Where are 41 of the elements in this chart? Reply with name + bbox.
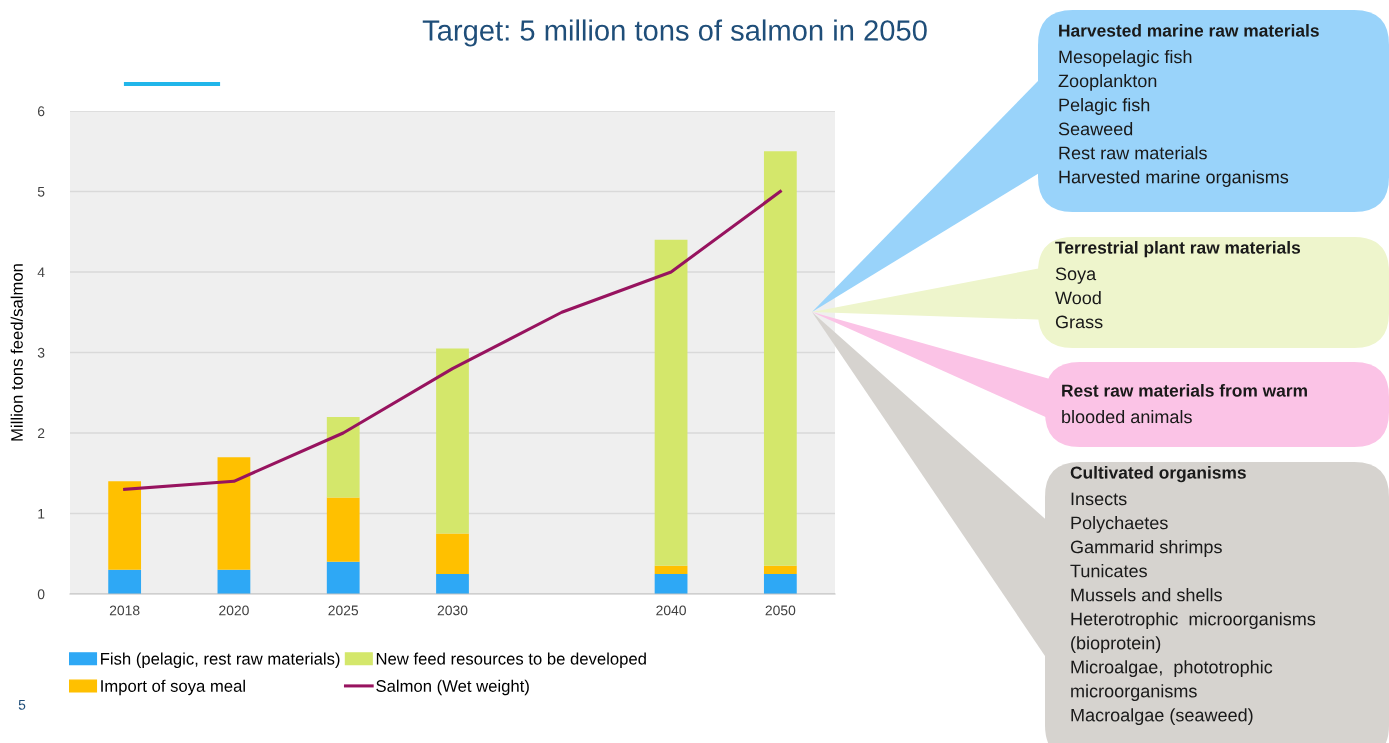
x-tick-label: 2025 bbox=[328, 605, 359, 616]
y-tick-label: 1 bbox=[38, 508, 45, 519]
text: 5 bbox=[18, 700, 26, 710]
legend-label: Import of soya meal bbox=[101, 679, 245, 696]
legend-label: Salmon (Wet weight) bbox=[376, 679, 529, 696]
line-series bbox=[123, 189, 782, 491]
chart-title: Target: 5 million tons of salmon in 2050 bbox=[422, 19, 927, 47]
x-tick-label: 2050 bbox=[765, 605, 796, 616]
bar bbox=[763, 565, 797, 574]
text: Harvested marine raw materials Mesopelagic fish Zooplankton Pelagic fish Seaweed Rest raw materials Harvested marine organisms bbox=[1058, 24, 1319, 187]
bar bbox=[436, 348, 469, 534]
bar bbox=[436, 573, 469, 594]
y-tick-label: 3 bbox=[37, 347, 45, 358]
x-tick-label: 2018 bbox=[109, 605, 140, 616]
bar bbox=[326, 416, 360, 498]
bar bbox=[217, 569, 251, 594]
bar bbox=[654, 239, 688, 566]
y-tick-label: 0 bbox=[37, 589, 45, 600]
bar bbox=[326, 497, 360, 562]
legend-label: New feed resources to be developed bbox=[376, 652, 646, 669]
y-tick-label: 4 bbox=[37, 267, 45, 278]
text: Terrestrial plant raw materials Soya Wood Grass bbox=[1055, 241, 1301, 329]
bar bbox=[436, 533, 469, 574]
bar bbox=[763, 151, 797, 566]
bar bbox=[326, 561, 360, 594]
bar bbox=[763, 573, 797, 594]
legend-label: Fish (pelagic, rest raw materials) bbox=[101, 652, 340, 669]
x-tick-label: 2020 bbox=[219, 605, 249, 616]
x-tick-label: 2030 bbox=[437, 605, 468, 616]
y-tick-label: 5 bbox=[37, 186, 45, 197]
text: Rest raw materials from warm blooded animals bbox=[1062, 384, 1307, 424]
bar bbox=[217, 457, 251, 570]
x-tick-label: 2040 bbox=[656, 605, 686, 616]
bar bbox=[108, 569, 142, 594]
bar bbox=[654, 573, 688, 594]
text: Cultivated organisms Insects Polychaetes Gammarid shrimps Tunicates Mussels and shells Heterotrophic microorganisms (bioprotein) Microalgae, phototrophic microorganisms Macroalgae (seaweed) bbox=[1070, 466, 1316, 726]
bar bbox=[108, 481, 142, 570]
y-tick-label: 6 bbox=[37, 106, 45, 117]
y-tick-label: 2 bbox=[37, 428, 45, 439]
bar bbox=[654, 565, 688, 574]
y-axis-title: Million tons feed/salmon bbox=[10, 264, 23, 441]
